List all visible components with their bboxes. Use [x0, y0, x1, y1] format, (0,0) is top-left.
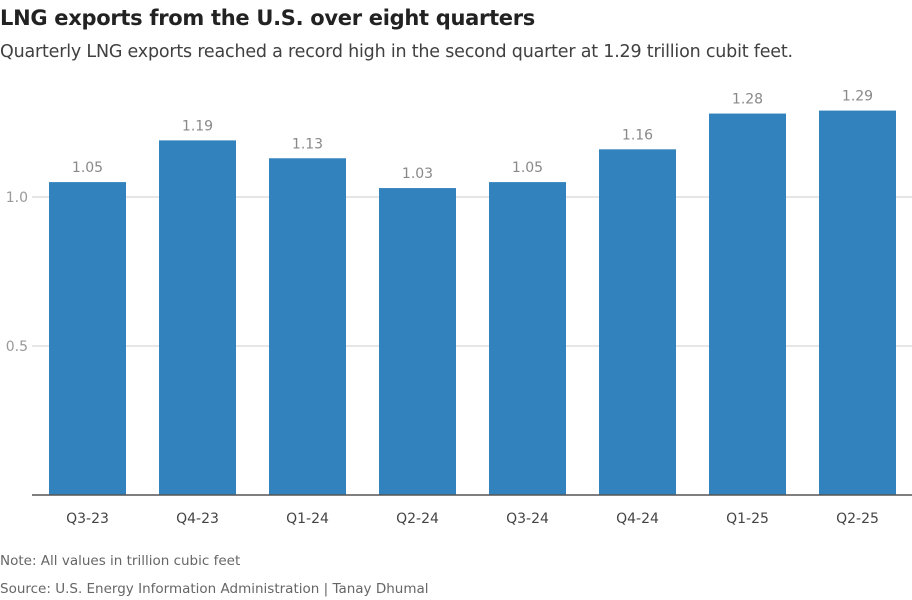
bar [159, 140, 236, 495]
x-tick-label: Q1-25 [726, 511, 769, 527]
data-label: 1.03 [402, 166, 433, 182]
bar [49, 182, 126, 495]
data-label: 1.05 [72, 160, 103, 176]
x-tick-label: Q4-23 [176, 511, 219, 527]
chart-subtitle: Quarterly LNG exports reached a record h… [0, 42, 793, 62]
x-tick-label: Q2-24 [396, 511, 439, 527]
chart-source: Source: U.S. Energy Information Administ… [0, 581, 429, 597]
data-label: 1.16 [622, 127, 653, 143]
chart-title: LNG exports from the U.S. over eight qua… [0, 6, 536, 30]
x-tick-label: Q4-24 [616, 511, 659, 527]
x-tick-label: Q1-24 [286, 511, 329, 527]
x-tick-label: Q3-24 [506, 511, 549, 527]
data-label: 1.29 [842, 89, 873, 105]
bar [599, 149, 676, 495]
bar [379, 188, 456, 495]
data-label: 1.05 [512, 160, 543, 176]
data-label: 1.13 [292, 136, 323, 152]
x-tick-label: Q2-25 [836, 511, 879, 527]
y-tick-label: 0.5 [6, 339, 28, 355]
data-label: 1.28 [732, 92, 763, 108]
x-tick-label: Q3-23 [66, 511, 109, 527]
bar [269, 158, 346, 495]
y-tick-label: 1.0 [6, 190, 28, 206]
bar [819, 110, 896, 495]
chart-note: Note: All values in trillion cubic feet [0, 553, 241, 569]
bar [709, 113, 786, 495]
data-label: 1.19 [182, 118, 213, 134]
bar [489, 182, 566, 495]
